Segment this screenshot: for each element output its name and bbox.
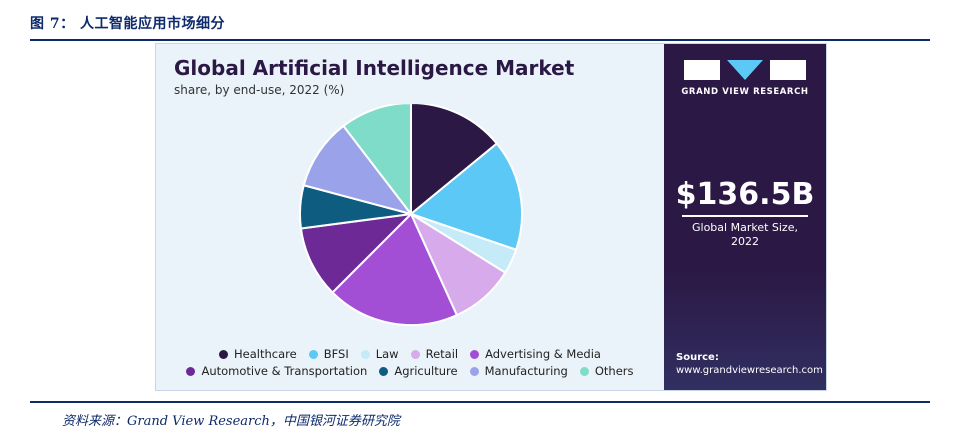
- legend-swatch-advertising-media: [470, 350, 480, 359]
- market-size-label-line1: Global Market Size,: [692, 221, 798, 234]
- chart-subtitle: share, by end-use, 2022 (%): [174, 83, 345, 97]
- legend-swatch-healthcare: [219, 350, 229, 359]
- market-size-rule: [682, 215, 808, 217]
- legend-label-bfsi: BFSI: [323, 347, 349, 361]
- pie-chart: [299, 104, 523, 326]
- bottom-rule: [30, 401, 930, 403]
- legend-swatch-automotive-transportation: [186, 367, 196, 376]
- chart-title: Global Artificial Intelligence Market: [174, 56, 575, 80]
- legend-row-1: Healthcare BFSI Law Retail Advertising & Med…: [156, 347, 664, 361]
- brand-name: GRAND VIEW RESEARCH: [681, 87, 809, 97]
- top-rule: [30, 39, 930, 41]
- legend-item-others: Others: [579, 364, 634, 378]
- figure-source: 资料来源：Grand View Research，中国银河证券研究院: [62, 414, 400, 429]
- pie-slice-healthcare: [410, 104, 499, 217]
- legend-label-others: Others: [594, 364, 634, 378]
- pie-slice-manufacturing: [302, 124, 414, 216]
- pie-slice-advertising-media: [331, 212, 459, 326]
- legend-item-bfsi: BFSI: [308, 347, 349, 361]
- legend-row-2: Automotive & Transportation Agriculture Ma…: [156, 364, 664, 378]
- pie-slice-others: [342, 104, 412, 217]
- legend-item-healthcare: Healthcare: [219, 347, 297, 361]
- market-size-label-line2: 2022: [731, 235, 759, 248]
- side-panel: GRAND VIEW RESEARCH $136.5B Global Marke…: [664, 44, 826, 390]
- panel-source-label: Source:: [676, 352, 719, 363]
- legend-swatch-others: [579, 367, 589, 376]
- legend-item-advertising-media: Advertising & Media: [470, 347, 601, 361]
- pie-slice-automotive-transportation: [299, 212, 414, 294]
- market-size-value: $136.5B: [675, 177, 815, 212]
- legend-swatch-retail: [410, 350, 420, 359]
- logo-block-left: [684, 60, 720, 80]
- logo-block-right: [770, 60, 806, 80]
- legend-swatch-bfsi: [308, 350, 318, 359]
- legend-swatch-law: [360, 350, 370, 359]
- legend-label-agriculture: Agriculture: [394, 364, 458, 378]
- legend-swatch-manufacturing: [469, 367, 479, 376]
- legend-label-retail: Retail: [425, 347, 459, 361]
- grand-view-research-logo: [684, 60, 806, 80]
- legend-item-retail: Retail: [410, 347, 459, 361]
- legend-label-automotive-transportation: Automotive & Transportation: [201, 364, 368, 378]
- market-size-label: Global Market Size, 2022: [664, 221, 826, 249]
- legend-item-automotive-transportation: Automotive & Transportation: [186, 364, 367, 378]
- chart-card: Global Artificial Intelligence Market sh…: [155, 43, 827, 391]
- legend-label-manufacturing: Manufacturing: [484, 364, 568, 378]
- logo-v-icon: [727, 60, 763, 80]
- panel-source-url: www.grandviewresearch.com: [676, 365, 823, 376]
- figure-caption: 图 7： 人工智能应用市场细分: [30, 16, 225, 32]
- panel-gradient: [664, 270, 826, 390]
- legend-item-manufacturing: Manufacturing: [469, 364, 568, 378]
- legend-label-law: Law: [375, 347, 399, 361]
- legend-swatch-agriculture: [379, 367, 389, 376]
- legend-label-advertising-media: Advertising & Media: [485, 347, 601, 361]
- legend-item-law: Law: [360, 347, 399, 361]
- legend-item-agriculture: Agriculture: [379, 364, 458, 378]
- legend-label-healthcare: Healthcare: [234, 347, 297, 361]
